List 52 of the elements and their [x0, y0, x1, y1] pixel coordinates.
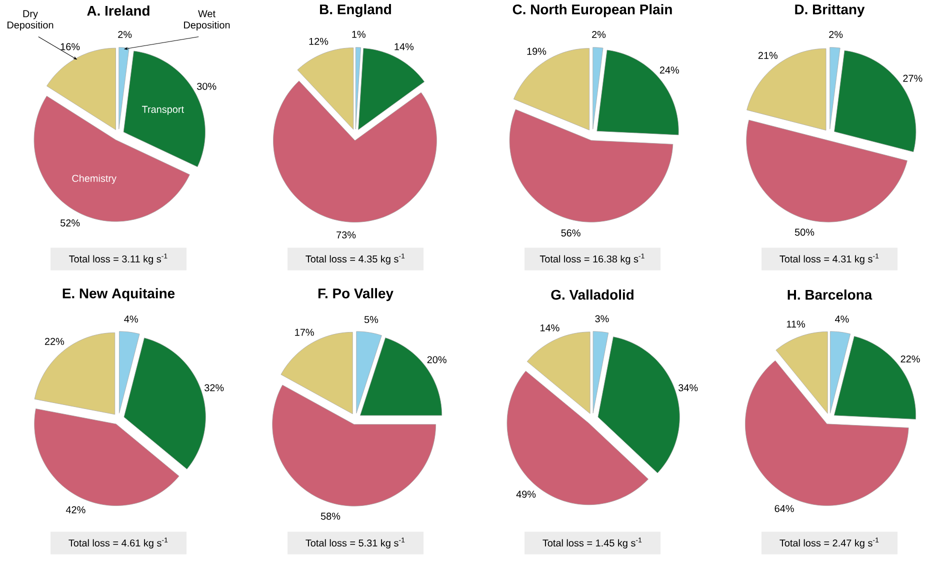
data-label: 2%	[592, 30, 606, 38]
data-label: 42%	[66, 506, 86, 514]
data-label: 4%	[835, 316, 849, 323]
data-label: 22%	[44, 338, 64, 345]
data-label: 17%	[295, 328, 314, 336]
data-label: 12%	[309, 38, 328, 45]
data-label: 5%	[364, 316, 378, 324]
data-label: 19%	[527, 48, 546, 55]
chart-title: D. Brittany	[795, 4, 865, 18]
data-label: 14%	[540, 324, 560, 332]
chart-title: H. Barcelona	[788, 289, 872, 300]
chart-title: C. North European Plain	[512, 4, 672, 18]
text: Total loss = 4.31 kg s$^{-1}$	[780, 254, 879, 264]
data-label: 20%	[427, 356, 446, 364]
data-label: 3%	[595, 315, 609, 322]
data-label: 21%	[758, 52, 778, 59]
data-label: 2%	[829, 30, 843, 38]
data-label: 4%	[124, 316, 138, 323]
chart-title: B. England	[320, 4, 392, 18]
text: Total loss = 1.45 kg s$^{-1}$	[542, 538, 642, 548]
data-label: 16%	[60, 43, 80, 50]
data-label: 30%	[197, 82, 216, 90]
chart-title: E. New Aquitaine	[62, 288, 175, 302]
data-label: 22%	[900, 355, 920, 362]
data-label: 58%	[320, 512, 340, 520]
slice-label: Wet Deposition	[184, 10, 230, 30]
data-label: 64%	[774, 505, 794, 512]
text: Total loss = 4.35 kg s$^{-1}$	[306, 254, 405, 264]
chart-title: F. Po Valley	[318, 288, 394, 302]
text: Total loss = 2.47 kg s$^{-1}$	[780, 538, 879, 548]
data-label: 73%	[336, 231, 356, 238]
data-label: 50%	[794, 228, 814, 236]
data-label: 27%	[903, 74, 922, 82]
data-label: 34%	[678, 384, 698, 392]
data-label: 14%	[394, 43, 414, 50]
chart-title: A. Ireland	[87, 5, 150, 16]
data-label: 32%	[204, 384, 224, 392]
slice-label: Transport	[142, 106, 184, 115]
text: Total loss = 5.31 kg s$^{-1}$	[306, 538, 405, 548]
data-label: 2%	[118, 30, 132, 38]
data-label: 1%	[352, 30, 366, 38]
text: Total loss = 4.61 kg s$^{-1}$	[68, 538, 168, 548]
data-label: 56%	[561, 229, 580, 236]
slice-label: Chemistry	[72, 174, 116, 184]
data-label: 11%	[786, 320, 806, 328]
text: Total loss = 16.38 kg s$^{-1}$	[540, 254, 644, 264]
data-label: 49%	[516, 490, 536, 498]
slice-label: Dry Deposition	[8, 10, 54, 30]
data-label: 24%	[660, 66, 680, 74]
data-label: 52%	[60, 219, 80, 226]
chart-title: G. Valladolid	[551, 289, 634, 300]
text: Total loss = 3.11 kg s$^{-1}$	[69, 254, 168, 264]
